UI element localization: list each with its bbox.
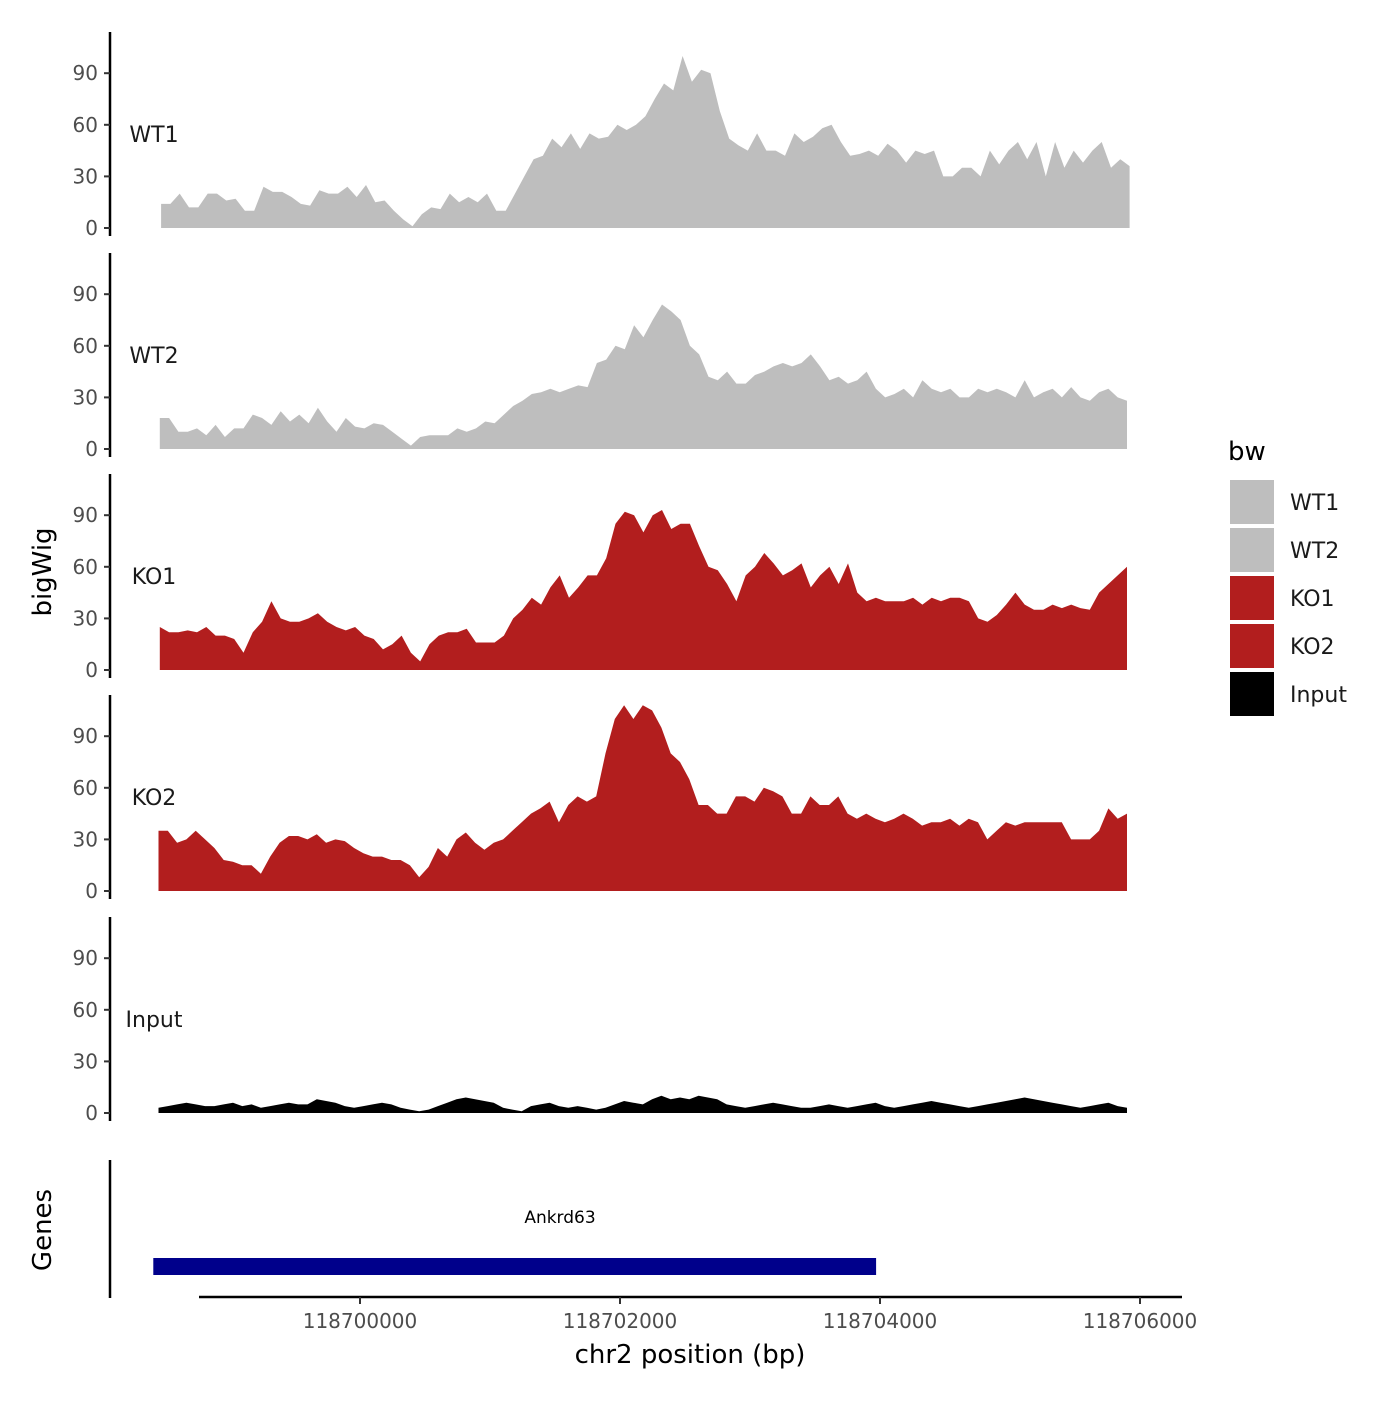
signal-area-input <box>158 1095 1127 1113</box>
y-tick-label: 30 <box>73 827 98 851</box>
x-tick-label: 118704000 <box>823 1309 938 1333</box>
legend-label: KO1 <box>1290 587 1335 612</box>
y-tick-label: 60 <box>73 113 98 137</box>
y-tick-label: 0 <box>85 658 98 682</box>
track-label: KO1 <box>132 565 177 590</box>
x-tick-label: 118702000 <box>563 1309 678 1333</box>
track-ko1: 0 30 60 90 KO1 <box>73 474 1128 682</box>
y-tick-label: 30 <box>73 606 98 630</box>
track-label: WT1 <box>129 123 178 148</box>
legend-label: KO2 <box>1290 635 1335 660</box>
genes-axis-title: Genes <box>28 1189 58 1271</box>
y-tick-label: 90 <box>73 724 98 748</box>
legend-label: Input <box>1290 683 1347 708</box>
y-tick-label: 90 <box>73 946 98 970</box>
legend-swatch-wt2 <box>1230 528 1274 572</box>
y-tick-label: 0 <box>85 437 98 461</box>
y-tick-label: 0 <box>85 1101 98 1125</box>
signal-area-wt2 <box>159 304 1128 449</box>
legend-swatch-wt1 <box>1230 480 1274 524</box>
x-tick-label: 118700000 <box>303 1309 418 1333</box>
track-label: Input <box>126 1008 183 1033</box>
signal-area-ko2 <box>158 705 1127 891</box>
legend-swatch-ko1 <box>1230 576 1274 620</box>
signal-area-ko1 <box>159 510 1128 670</box>
track-input: 0 30 60 90 Input <box>73 917 1127 1125</box>
legend-swatch-ko2 <box>1230 624 1274 668</box>
y-tick-label: 90 <box>73 282 98 306</box>
track-label: WT2 <box>129 344 178 369</box>
y-tick-label: 90 <box>73 61 98 85</box>
y-tick-label: 0 <box>85 879 98 903</box>
y-tick-label: 60 <box>73 555 98 579</box>
y-tick-label: 30 <box>73 385 98 409</box>
x-axis: 118700000 118702000 118704000 118706000 <box>199 1295 1198 1333</box>
y-axis-title: bigWig <box>28 527 58 616</box>
legend-label: WT2 <box>1290 539 1339 564</box>
signal-tracks: 0 30 60 90 WT1 0 30 60 90 WT2 0 30 60 90 KO1 0 30 60 90 KO2… <box>73 32 1130 1125</box>
y-tick-label: 60 <box>73 998 98 1022</box>
gene-bar <box>153 1258 877 1275</box>
y-tick-label: 60 <box>73 776 98 800</box>
y-tick-label: 90 <box>73 503 98 527</box>
y-tick-label: 0 <box>85 216 98 240</box>
track-wt1: 0 30 60 90 WT1 <box>73 32 1130 240</box>
y-tick-label: 30 <box>73 164 98 188</box>
legend-swatch-input <box>1230 672 1274 716</box>
track-wt2: 0 30 60 90 WT2 <box>73 253 1128 461</box>
x-axis-title: chr2 position (bp) <box>575 1340 806 1370</box>
y-tick-label: 60 <box>73 334 98 358</box>
track-ko2: 0 30 60 90 KO2 <box>73 695 1127 903</box>
legend: bw WT1 WT2 KO1 KO2 Input <box>1228 437 1347 716</box>
legend-label: WT1 <box>1290 491 1339 516</box>
legend-title: bw <box>1228 437 1266 467</box>
y-tick-label: 30 <box>73 1049 98 1073</box>
track-label: KO2 <box>132 786 177 811</box>
gene-panel: Ankrd63 <box>108 1160 877 1298</box>
gene-label: Ankrd63 <box>524 1208 595 1228</box>
x-tick-label: 118706000 <box>1083 1309 1198 1333</box>
signal-area-wt1 <box>161 56 1130 228</box>
